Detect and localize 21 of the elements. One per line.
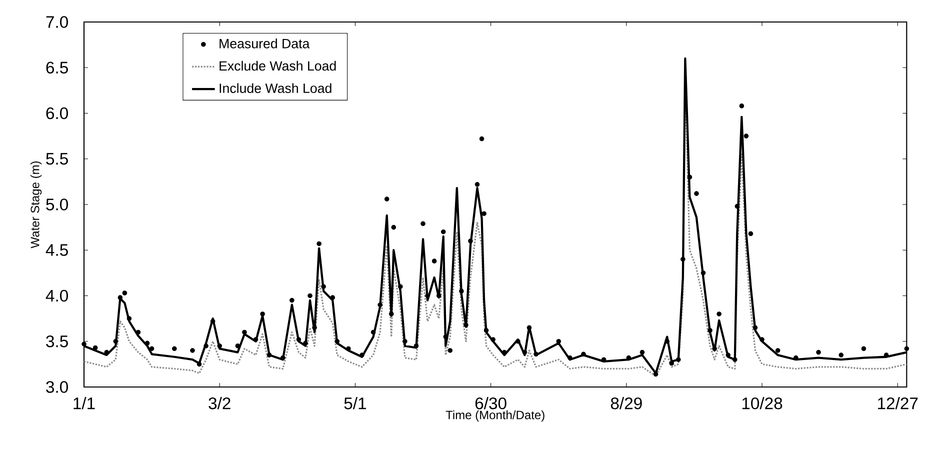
x-tick-label: 10/28: [742, 397, 782, 410]
y-tick-label: 5.5: [46, 153, 68, 165]
x-tick-label: 8/29: [610, 397, 642, 410]
x-tick-label: 6/30: [475, 397, 506, 410]
x-tick-label: 5/1: [344, 397, 366, 410]
y-tick-label: 4.5: [46, 244, 68, 256]
x-tick-label: 3/2: [208, 397, 230, 410]
legend-label: Measured Data: [220, 38, 310, 48]
y-tick-label: 3.5: [46, 335, 68, 348]
x-tick-label: 12/27: [878, 397, 918, 410]
x-axis-title: Time (Month/Date): [446, 410, 544, 422]
y-tick-label: 5.0: [46, 198, 68, 210]
y-tick-label: 4.0: [46, 290, 68, 302]
y-tick-label: 7.0: [46, 16, 68, 28]
x-tick-label: 1/1: [74, 397, 95, 410]
y-tick-label: 3.0: [46, 381, 68, 393]
legend-label: Exclude Wash Load: [220, 60, 336, 71]
legend-label: Include Wash Load: [220, 83, 332, 93]
y-axis-title: Water Stage (m): [30, 161, 42, 248]
y-tick-label: 6.5: [46, 62, 68, 74]
y-tick-label: 6.0: [46, 107, 68, 120]
